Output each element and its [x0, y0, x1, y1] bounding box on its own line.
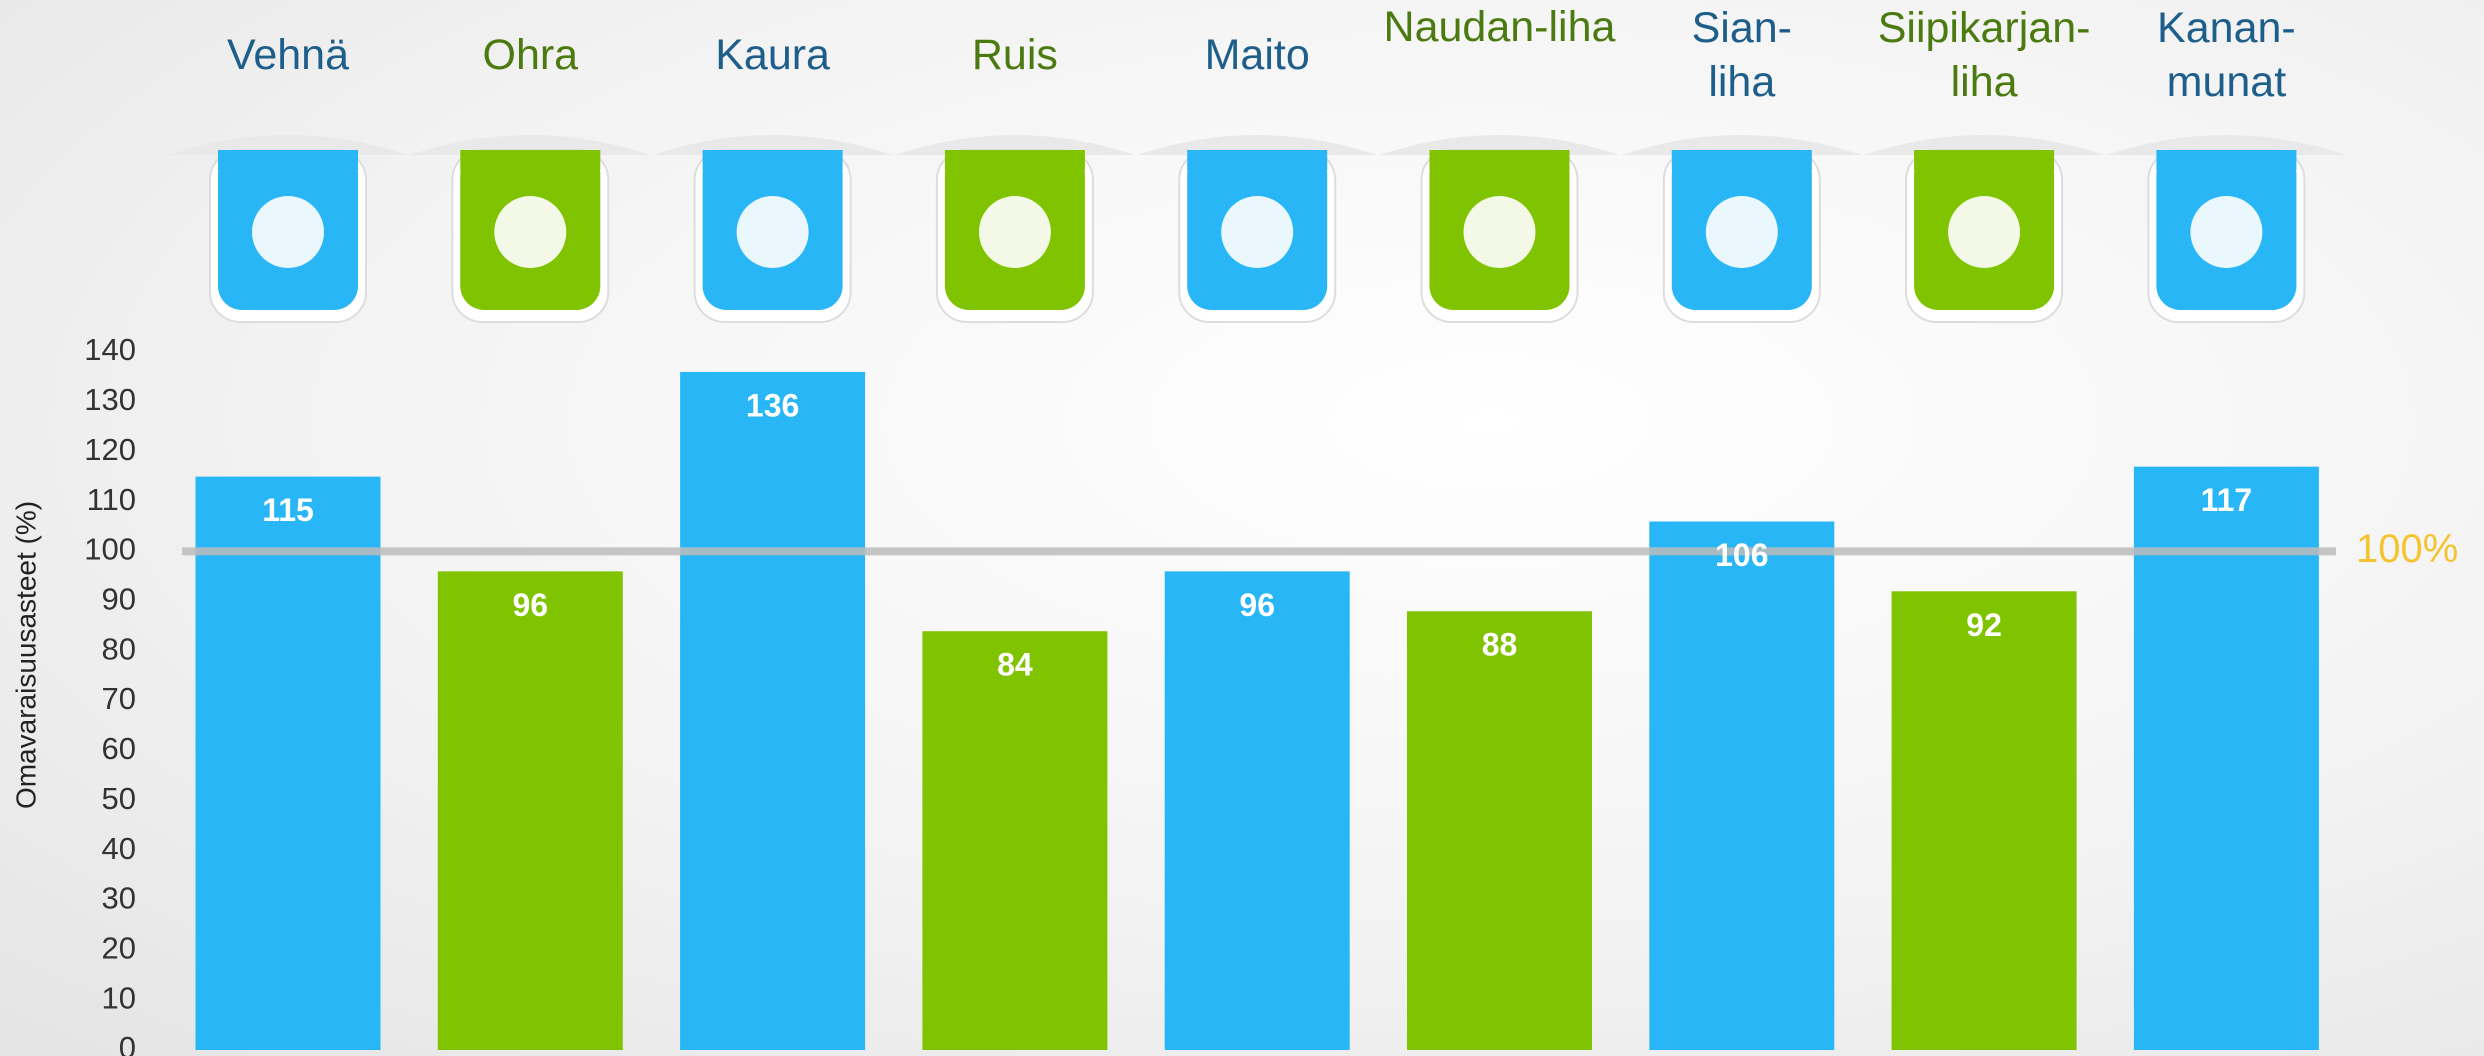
y-tick-label: 80	[102, 631, 136, 666]
category-label: Vehnä	[227, 31, 349, 79]
y-tick-label: 100	[84, 532, 136, 567]
value-label: 84	[997, 647, 1033, 683]
reference-label: 100%	[2356, 527, 2458, 571]
y-tick-label: 40	[102, 831, 136, 866]
icon-top	[1187, 150, 1328, 170]
icon-top	[944, 150, 1085, 170]
icon-top	[460, 150, 601, 170]
y-tick-label: 110	[87, 482, 136, 517]
icon-top	[702, 150, 843, 170]
y-tick-label: 20	[102, 930, 136, 965]
y-tick-label: 70	[102, 681, 136, 716]
bar	[1891, 591, 2077, 1050]
icon-top	[218, 150, 358, 170]
icon-glyph	[494, 196, 567, 268]
value-label: 106	[1715, 537, 1768, 573]
category-label: Siipikarjan-liha	[1877, 4, 2091, 106]
bar	[680, 371, 866, 1050]
icon-top	[2156, 150, 2297, 170]
value-label: 117	[2201, 482, 2253, 518]
category-label: Sian-liha	[1691, 4, 1792, 106]
y-tick-label: 120	[84, 432, 136, 467]
y-tick-label: 50	[102, 781, 136, 816]
icon-glyph	[978, 196, 1051, 268]
icon-top	[1671, 150, 1812, 170]
value-label: 96	[1239, 587, 1275, 623]
bar	[1164, 571, 1350, 1050]
icon-glyph	[736, 196, 809, 268]
y-axis-label: Omavaraisuusasteet (%)	[10, 501, 41, 809]
icon-glyph	[1705, 196, 1778, 268]
y-tick-label: 0	[119, 1030, 136, 1056]
icon-glyph	[252, 196, 324, 268]
bar	[437, 571, 623, 1050]
icon-glyph	[1221, 196, 1294, 268]
value-label: 136	[746, 387, 799, 423]
y-tick-label: 30	[102, 881, 136, 916]
icon-glyph	[1948, 196, 2021, 268]
icon-top	[1914, 150, 2055, 170]
category-label: Ohra	[482, 31, 579, 79]
value-label: 92	[1966, 607, 2002, 643]
category-label: Kaura	[715, 31, 830, 79]
category-label: Kanan-munat	[2157, 4, 2296, 106]
category-label: Maito	[1204, 31, 1310, 79]
bar	[2133, 466, 2319, 1051]
bar	[195, 476, 381, 1051]
value-label: 115	[262, 492, 314, 528]
value-label: 96	[513, 587, 549, 623]
bar	[922, 631, 1108, 1050]
icon-top	[1429, 150, 1570, 170]
icon-glyph	[2190, 196, 2263, 268]
icon-glyph	[1463, 196, 1536, 268]
value-label: 88	[1482, 627, 1518, 663]
y-tick-label: 90	[102, 581, 136, 616]
y-tick-label: 140	[84, 332, 136, 367]
y-tick-label: 60	[102, 731, 136, 766]
bar	[1407, 611, 1592, 1050]
category-label: Ruis	[971, 31, 1058, 79]
bar	[1649, 521, 1835, 1050]
y-tick-label: 10	[102, 980, 136, 1015]
category-label: Naudan-liha	[1383, 3, 1616, 51]
y-tick-label: 130	[84, 382, 136, 417]
